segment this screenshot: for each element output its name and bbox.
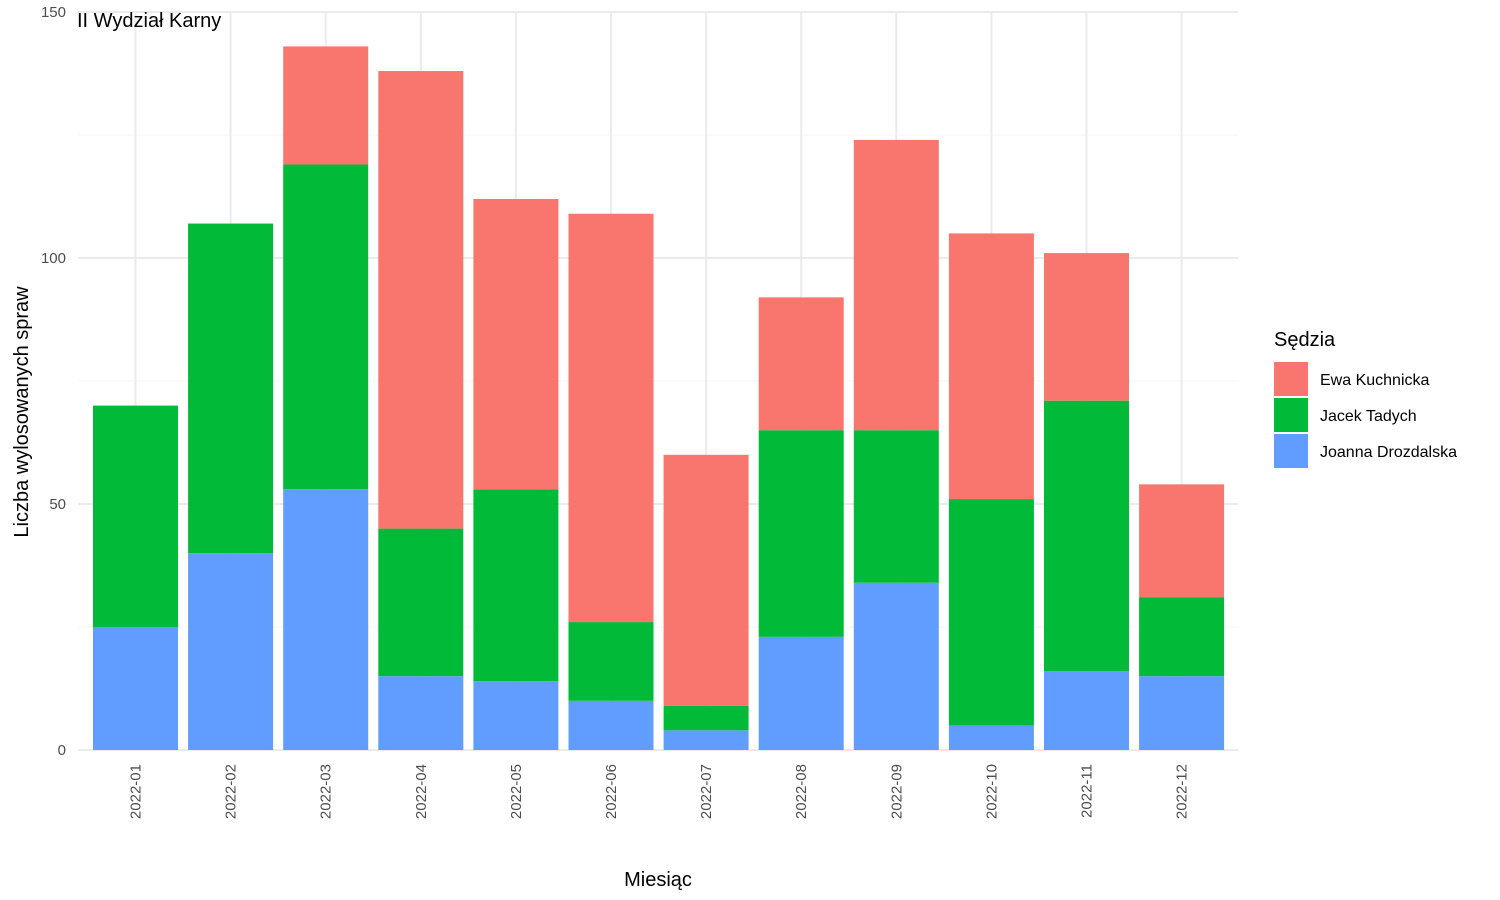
legend: Sędzia Ewa Kuchnicka Jacek Tadych Joanna D… [1274,329,1457,468]
x-tick-label: 2022-04 [413,764,430,819]
x-tick-label: 2022-03 [318,764,335,819]
bar-joanna-drozdalska-2022-06 [568,700,654,750]
bar-jacek-tadych-2022-06 [568,622,654,701]
bar-ewa-kuchnicka-2022-10 [948,233,1034,500]
bar-joanna-drozdalska-2022-01 [93,627,178,750]
bar-jacek-tadych-2022-04 [378,528,464,677]
chart-title: II Wydział Karny [77,10,221,32]
y-tick-label: 100 [41,250,66,267]
bar-jacek-tadych-2022-08 [758,430,844,637]
bar-joanna-drozdalska-2022-05 [473,681,559,750]
bar-jacek-tadych-2022-10 [948,499,1034,726]
bar-jacek-tadych-2022-01 [93,405,178,627]
x-tick-label: 2022-07 [698,764,715,819]
bar-jacek-tadych-2022-12 [1139,597,1225,677]
bar-ewa-kuchnicka-2022-04 [378,71,464,529]
y-axis-ticks: 0 50 100 150 [41,4,66,759]
bar-jacek-tadych-2022-07 [663,705,749,731]
x-axis-ticks: 2022-01 2022-02 2022-03 2022-04 2022-05 2022-… [128,764,1191,819]
x-tick-label: 2022-08 [793,764,810,819]
bar-jacek-tadych-2022-09 [853,430,939,583]
bar-joanna-drozdalska-2022-02 [188,553,274,750]
x-tick-label: 2022-11 [1079,764,1096,818]
bar-ewa-kuchnicka-2022-07 [663,454,749,706]
bar-joanna-drozdalska-2022-11 [1044,671,1129,750]
bar-jacek-tadych-2022-03 [283,164,369,490]
legend-swatch-joanna-drozdalska [1274,434,1308,468]
bar-joanna-drozdalska-2022-07 [663,730,749,750]
x-tick-label: 2022-12 [1174,764,1191,819]
bar-joanna-drozdalska-2022-04 [378,676,464,750]
bar-jacek-tadych-2022-05 [473,489,559,682]
bar-ewa-kuchnicka-2022-06 [568,213,654,623]
bar-ewa-kuchnicka-2022-05 [473,198,559,490]
x-tick-label: 2022-05 [508,764,525,819]
y-tick-label: 150 [41,4,66,21]
legend-label-jacek-tadych: Jacek Tadych [1320,408,1417,425]
bar-ewa-kuchnicka-2022-03 [283,46,369,165]
bars [93,46,1225,750]
legend-label-ewa-kuchnicka: Ewa Kuchnicka [1320,372,1429,389]
bar-joanna-drozdalska-2022-12 [1139,676,1225,750]
legend-title: Sędzia [1274,329,1336,351]
bar-jacek-tadych-2022-11 [1044,400,1129,672]
bar-joanna-drozdalska-2022-08 [758,636,844,750]
x-tick-label: 2022-06 [603,764,620,819]
x-tick-label: 2022-10 [983,764,1000,819]
bar-ewa-kuchnicka-2022-08 [758,297,844,431]
x-tick-label: 2022-02 [223,764,240,819]
y-tick-label: 50 [49,496,66,513]
x-tick-label: 2022-01 [128,764,145,819]
bar-jacek-tadych-2022-02 [188,223,274,554]
bar-joanna-drozdalska-2022-09 [853,582,939,750]
bar-ewa-kuchnicka-2022-11 [1044,253,1129,401]
bar-joanna-drozdalska-2022-10 [948,725,1034,750]
x-axis-title: Miesiąc [624,869,692,891]
legend-swatch-jacek-tadych [1274,398,1308,432]
legend-swatch-ewa-kuchnicka [1274,362,1308,396]
bar-joanna-drozdalska-2022-03 [283,489,369,750]
bar-ewa-kuchnicka-2022-12 [1139,484,1225,598]
y-axis-title: Liczba wylosowanych spraw [11,286,33,538]
bar-ewa-kuchnicka-2022-09 [853,139,939,431]
x-tick-label: 2022-09 [888,764,905,819]
y-tick-label: 0 [58,742,66,759]
legend-label-joanna-drozdalska: Joanna Drozdalska [1320,444,1457,461]
